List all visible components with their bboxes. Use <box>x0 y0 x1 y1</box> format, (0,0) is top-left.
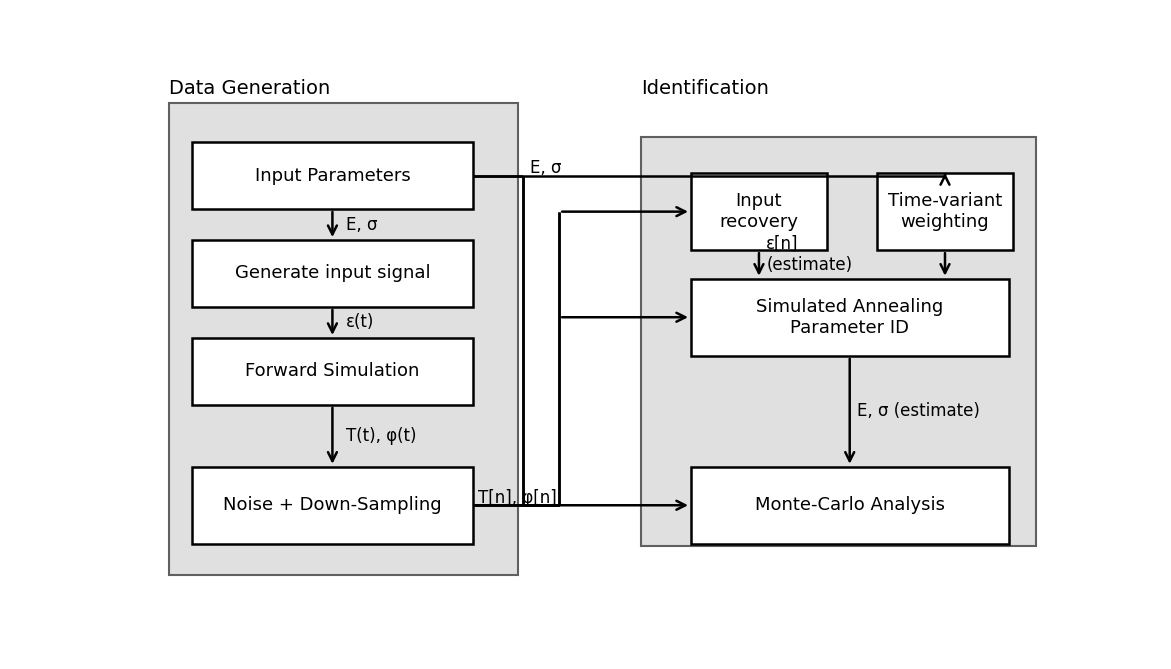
Bar <box>641 137 1036 547</box>
Bar <box>691 173 827 250</box>
Text: E, σ (estimate): E, σ (estimate) <box>857 402 980 420</box>
Bar <box>192 338 473 405</box>
Text: Data Generation: Data Generation <box>169 80 330 98</box>
Bar <box>192 467 473 544</box>
Text: Input Parameters: Input Parameters <box>254 167 410 185</box>
Bar <box>192 142 473 209</box>
Bar <box>192 240 473 307</box>
Bar <box>523 175 560 505</box>
Text: ε[n]
(estimate): ε[n] (estimate) <box>766 235 852 274</box>
Text: ε(t): ε(t) <box>347 313 375 331</box>
Text: E, σ: E, σ <box>347 215 377 233</box>
Text: Time-variant
weighting: Time-variant weighting <box>888 192 1002 231</box>
Text: Noise + Down-Sampling: Noise + Down-Sampling <box>224 496 441 514</box>
Bar <box>169 104 519 575</box>
Text: Monte-Carlo Analysis: Monte-Carlo Analysis <box>754 496 945 514</box>
Text: Simulated Annealing
Parameter ID: Simulated Annealing Parameter ID <box>756 298 944 337</box>
Bar <box>877 173 1013 250</box>
Bar <box>691 278 1008 356</box>
Text: Generate input signal: Generate input signal <box>234 264 430 282</box>
Text: T(t), φ(t): T(t), φ(t) <box>347 427 417 445</box>
Text: Forward Simulation: Forward Simulation <box>245 363 419 381</box>
Text: E, σ: E, σ <box>530 159 562 177</box>
Text: Input
recovery: Input recovery <box>719 192 799 231</box>
Text: T[n], φ[n]: T[n], φ[n] <box>478 488 556 506</box>
Bar <box>691 467 1008 544</box>
Text: Identification: Identification <box>641 80 769 98</box>
